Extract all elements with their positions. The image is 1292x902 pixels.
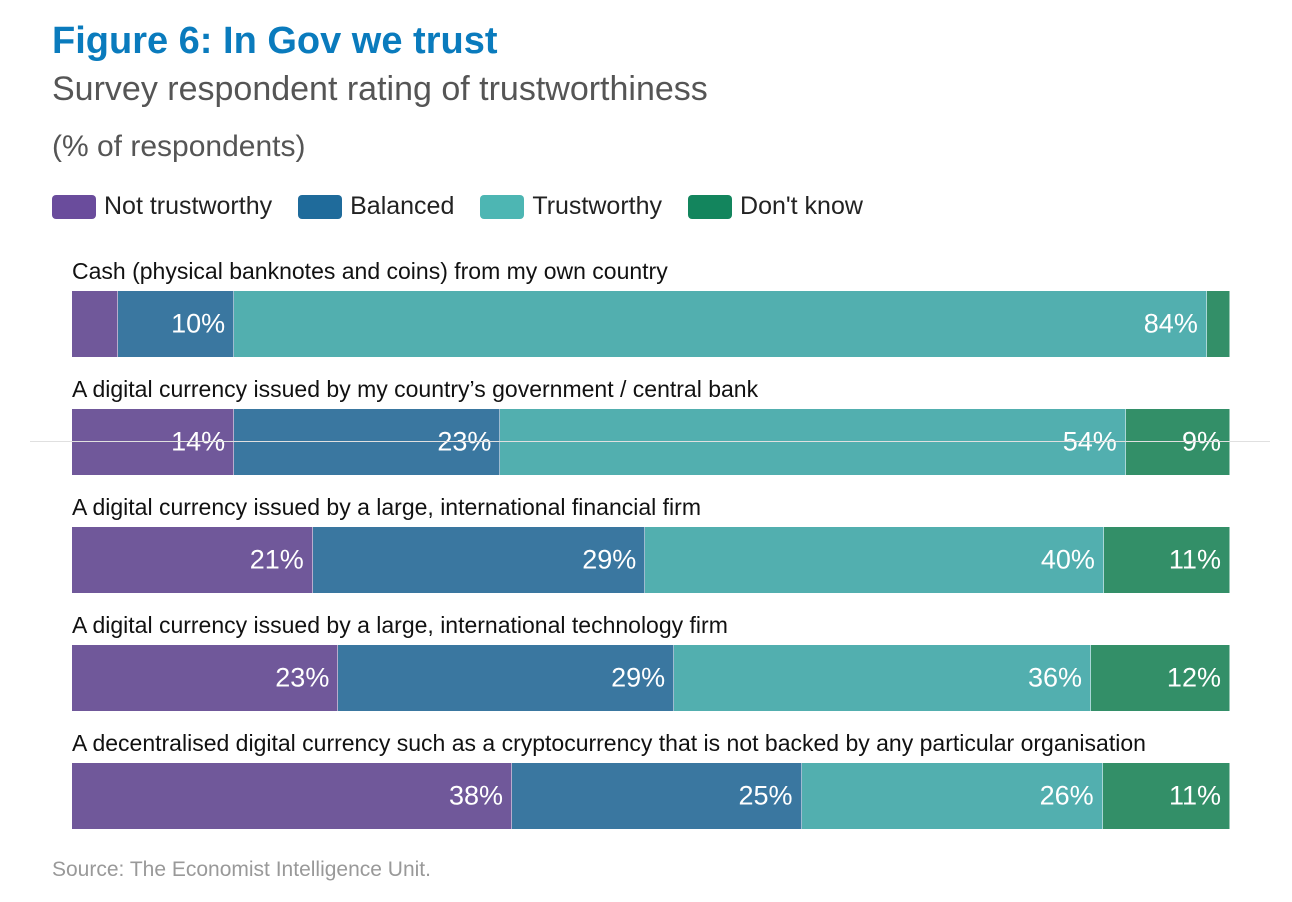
legend-label: Don't know <box>740 192 863 220</box>
bar-segment: 29% <box>312 527 646 593</box>
legend-label: Trustworthy <box>532 192 663 220</box>
category-label: A digital currency issued by a large, in… <box>72 494 701 520</box>
data-label: 23% <box>437 426 492 457</box>
bar-segment: 29% <box>338 645 675 711</box>
data-label: 84% <box>1143 308 1198 339</box>
bar-segment: 10% <box>118 291 235 357</box>
bar-segment: 9% <box>1125 409 1230 475</box>
bar-segment: 23% <box>72 645 339 711</box>
legend-item: Not trustworthy <box>52 192 272 221</box>
data-label: 23% <box>275 662 330 693</box>
bar-segment: 11% <box>1102 763 1230 829</box>
category-label: A digital currency issued by my country’… <box>72 376 759 402</box>
category-label: A digital currency issued by a large, in… <box>72 612 728 638</box>
stacked-bar: 38% 25% 26% 11% <box>72 763 1230 829</box>
chart-unit: (% of respondents) <box>52 130 306 163</box>
bar-segment: 21% <box>72 527 313 593</box>
stacked-bar: 10% 84% <box>72 291 1230 357</box>
bar-segment <box>72 291 119 357</box>
data-label: 12% <box>1166 662 1221 693</box>
bar-segment: 25% <box>512 763 802 829</box>
data-label: 36% <box>1027 662 1083 693</box>
bar-segment: 84% <box>234 291 1207 357</box>
bar-segment: 54% <box>500 409 1126 475</box>
stacked-bar: 21% 29% 40% 11% <box>72 527 1230 593</box>
data-label: 25% <box>738 780 793 811</box>
bar-segment: 36% <box>674 645 1092 711</box>
data-label: 11% <box>1168 544 1221 575</box>
stacked-bar: 14% 23% 54% 9% <box>72 409 1230 475</box>
data-label: 10% <box>171 308 226 339</box>
data-label: 38% <box>448 780 504 811</box>
data-label: 40% <box>1040 544 1095 575</box>
legend-label: Balanced <box>350 192 455 220</box>
legend-item: Trustworthy <box>480 192 662 221</box>
legend-swatch <box>480 194 525 219</box>
data-label: 29% <box>582 544 637 575</box>
category-label: A decentralised digital currency such as… <box>72 730 1146 756</box>
bar-segment: 26% <box>801 763 1103 829</box>
data-label: 29% <box>611 662 666 693</box>
chart-title: Figure 6: In Gov we trust <box>52 20 498 62</box>
category-label: Cash (physical banknotes and coins) from… <box>72 258 668 284</box>
legend-swatch <box>298 194 343 219</box>
source-note: Source: The Economist Intelligence Unit. <box>52 858 431 881</box>
bar-segment: 11% <box>1103 527 1230 593</box>
data-label: 9% <box>1181 426 1221 457</box>
data-label: 11% <box>1168 780 1221 811</box>
bar-segment: 12% <box>1091 645 1230 711</box>
legend-swatch <box>688 194 733 219</box>
data-label: 14% <box>171 426 226 457</box>
bar-segment: 38% <box>72 763 513 829</box>
data-label: 54% <box>1062 426 1117 457</box>
legend-swatch <box>52 194 96 219</box>
data-label: 26% <box>1039 780 1094 811</box>
bar-segment <box>1206 291 1230 357</box>
stacked-bar: 23% 29% 36% 12% <box>72 645 1230 711</box>
legend: Not trustworthy Balanced Trustworthy Don't … <box>52 192 863 221</box>
legend-label: Not trustworthy <box>104 192 273 220</box>
legend-item: Don't know <box>688 192 863 221</box>
bar-segment: 23% <box>234 409 501 475</box>
bar-segment: 14% <box>72 409 235 475</box>
bar-segment: 40% <box>645 527 1104 593</box>
data-label: 21% <box>249 544 304 575</box>
legend-item: Balanced <box>298 192 454 221</box>
chart-subtitle: Survey respondent rating of trustworthin… <box>52 70 708 108</box>
divider-line <box>30 441 1270 442</box>
